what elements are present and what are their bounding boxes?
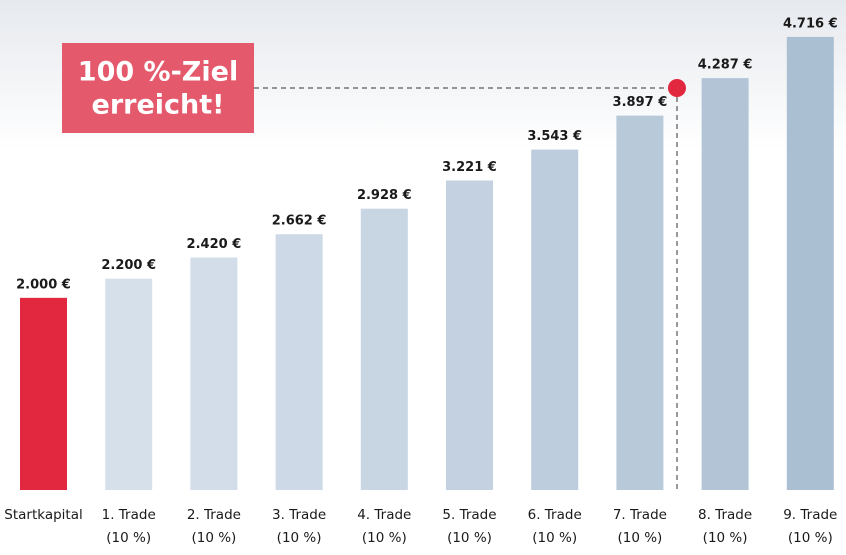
value-label: 2.200 € — [101, 258, 156, 273]
x-tick-sublabel: (10 %) — [532, 530, 577, 546]
x-tick-label: 7. Trade — [613, 507, 667, 523]
value-label: 3.543 € — [527, 129, 582, 144]
x-tick-sublabel: (10 %) — [617, 530, 662, 546]
x-tick-label: 1. Trade — [102, 507, 156, 523]
value-label: 2.000 € — [16, 277, 71, 292]
x-tick-sublabel: (10 %) — [703, 530, 748, 546]
x-tick-label: 5. Trade — [442, 507, 496, 523]
annotation-box — [62, 43, 254, 133]
annotation-line: erreicht! — [92, 90, 225, 121]
x-tick-label: 9. Trade — [783, 507, 837, 523]
x-tick-label: 6. Trade — [528, 507, 582, 523]
bar — [616, 115, 664, 491]
x-tick-sublabel: (10 %) — [191, 530, 236, 546]
x-tick-sublabel: (10 %) — [788, 530, 833, 546]
value-label: 2.420 € — [187, 237, 242, 252]
bar — [701, 78, 749, 491]
value-label: 4.287 € — [698, 58, 753, 73]
bar — [531, 149, 579, 490]
value-label: 2.662 € — [272, 214, 327, 229]
value-label: 2.928 € — [357, 188, 412, 203]
bar — [275, 234, 323, 490]
target-dot — [668, 79, 686, 97]
x-tick-sublabel: (10 %) — [106, 530, 151, 546]
bar — [360, 208, 408, 490]
x-tick-label: Startkapital — [4, 507, 82, 523]
x-tick-sublabel: (10 %) — [362, 530, 407, 546]
x-tick-label: 8. Trade — [698, 507, 752, 523]
bar — [20, 297, 67, 490]
value-label: 3.221 € — [442, 160, 497, 175]
bar — [446, 180, 493, 490]
x-tick-label: 4. Trade — [357, 507, 411, 523]
x-tick-label: 3. Trade — [272, 507, 326, 523]
x-tick-sublabel: (10 %) — [447, 530, 492, 546]
value-label: 3.897 € — [613, 95, 668, 110]
x-tick-sublabel: (10 %) — [277, 530, 322, 546]
bars: 2.000 € Startkapital 2.200 € 1. Trade (10 %)… — [4, 16, 837, 546]
x-tick-label: 2. Trade — [187, 507, 241, 523]
value-label: 4.716 € — [783, 16, 838, 31]
bar — [786, 36, 834, 491]
annotation-line: 100 %-Ziel — [78, 57, 238, 88]
bar — [190, 257, 238, 490]
bar — [105, 278, 153, 490]
